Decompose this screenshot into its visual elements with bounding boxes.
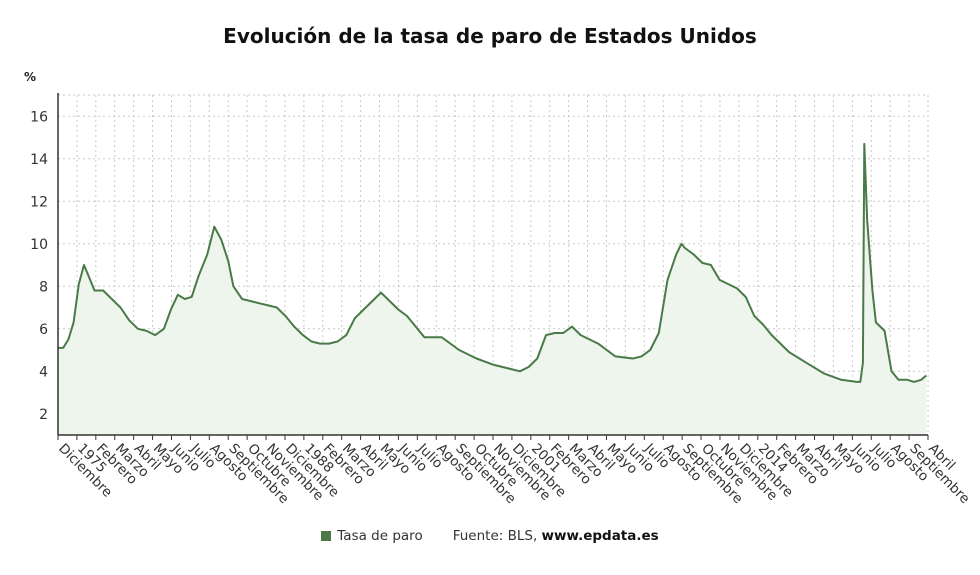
- axis-layer: [57, 93, 929, 440]
- y-axis-unit-label: %: [24, 70, 36, 84]
- chart-footer: Tasa de paro Fuente: BLS, www.epdata.es: [0, 528, 980, 544]
- y-tick-labels: 2 4 6 8 10 12 14 16: [30, 109, 48, 423]
- y-tick-label: 14: [30, 152, 48, 168]
- y-tick-label: 12: [30, 194, 48, 210]
- x-tick-labels: Diciembre1975FebreroMarzoAbrilMayoJunioJ…: [55, 440, 973, 507]
- y-tick-label: 8: [39, 279, 48, 295]
- y-tick-label: 10: [30, 237, 48, 253]
- legend-label: Tasa de paro: [337, 528, 423, 544]
- source-prefix: Fuente: BLS,: [452, 528, 538, 544]
- series-area-tasa-de-paro: [58, 143, 927, 435]
- legend-swatch: [321, 531, 332, 541]
- y-tick-label: 4: [39, 364, 48, 380]
- y-tick-label: 6: [39, 322, 48, 338]
- y-tick-label: 2: [39, 407, 48, 423]
- chart-title: Evolución de la tasa de paro de Estados …: [223, 24, 757, 48]
- series-line-tasa-de-paro: [58, 142, 927, 383]
- source-site: www.epdata.es: [541, 528, 659, 544]
- line-layer: [58, 142, 927, 383]
- y-tick-label: 16: [30, 109, 48, 125]
- area-layer: [58, 143, 927, 435]
